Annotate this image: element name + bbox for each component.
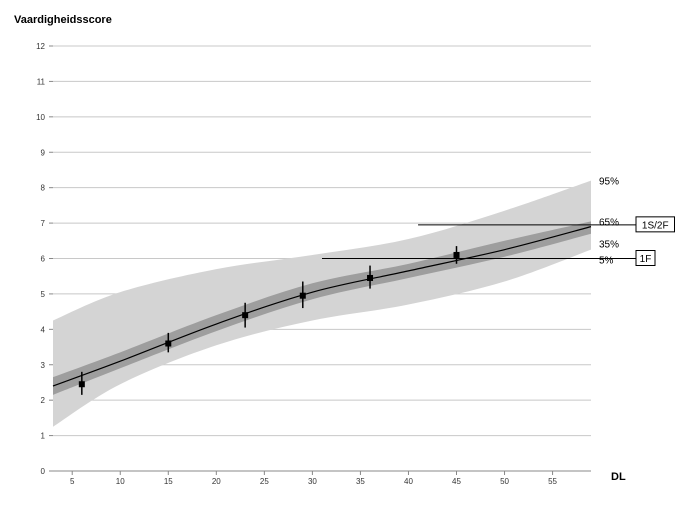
data-point — [78, 381, 85, 388]
reference-label-box — [635, 250, 656, 266]
x-tick-label: 20 — [212, 477, 221, 486]
data-point — [367, 274, 374, 281]
y-tick-label: 3 — [41, 361, 46, 370]
x-tick-label: 25 — [260, 477, 269, 486]
y-tick-label: 2 — [41, 396, 46, 405]
y-tick-label: 10 — [36, 113, 45, 122]
reference-label: 1S/2F — [642, 220, 669, 231]
median-line — [52, 226, 592, 387]
x-tick-label: 45 — [452, 477, 461, 486]
y-tick-label: 9 — [41, 148, 46, 157]
percentile-bands — [53, 180, 591, 427]
data-point — [453, 251, 460, 258]
data-point — [165, 340, 172, 347]
data-point — [242, 312, 249, 319]
y-tick-label: 11 — [37, 77, 46, 86]
x-tick-label: 35 — [356, 477, 365, 486]
series-layer — [52, 226, 592, 395]
band-lower-label: 5% — [599, 256, 614, 267]
reference-label: 1F — [640, 254, 652, 265]
reference-lines: 1S/2F 1F — [322, 216, 675, 266]
y-tick-label: 6 — [41, 255, 46, 264]
x-tick-label: 55 — [548, 477, 557, 486]
y-axis-label: Vaardigheidsscore — [14, 14, 112, 26]
x-tick-label: 50 — [500, 477, 509, 486]
y-tick-label: 4 — [41, 325, 46, 334]
y-tick-label: 8 — [41, 184, 46, 193]
percentile-band — [53, 180, 591, 427]
x-tick-label: 40 — [404, 477, 413, 486]
data-point — [299, 292, 306, 299]
x-axis-label: DL — [611, 471, 626, 483]
x-tick-label: 5 — [70, 477, 75, 486]
y-tick-label: 1 — [41, 432, 46, 441]
y-tick-label: 12 — [36, 42, 45, 51]
band-labels: 95% 5% 65% 35% — [599, 177, 619, 267]
x-tick-label: 10 — [116, 477, 125, 486]
y-tick-label: 7 — [41, 219, 46, 228]
x-tick-label: 15 — [164, 477, 173, 486]
band-upper-label: 95% — [599, 177, 619, 188]
band-lower-label: 35% — [599, 240, 619, 251]
x-tick-label: 30 — [308, 477, 317, 486]
y-tick-label: 5 — [41, 290, 46, 299]
band-upper-label: 65% — [599, 217, 619, 228]
percentile-band — [53, 221, 591, 395]
y-tick-label: 0 — [41, 467, 46, 476]
reference-label-box — [635, 216, 675, 233]
